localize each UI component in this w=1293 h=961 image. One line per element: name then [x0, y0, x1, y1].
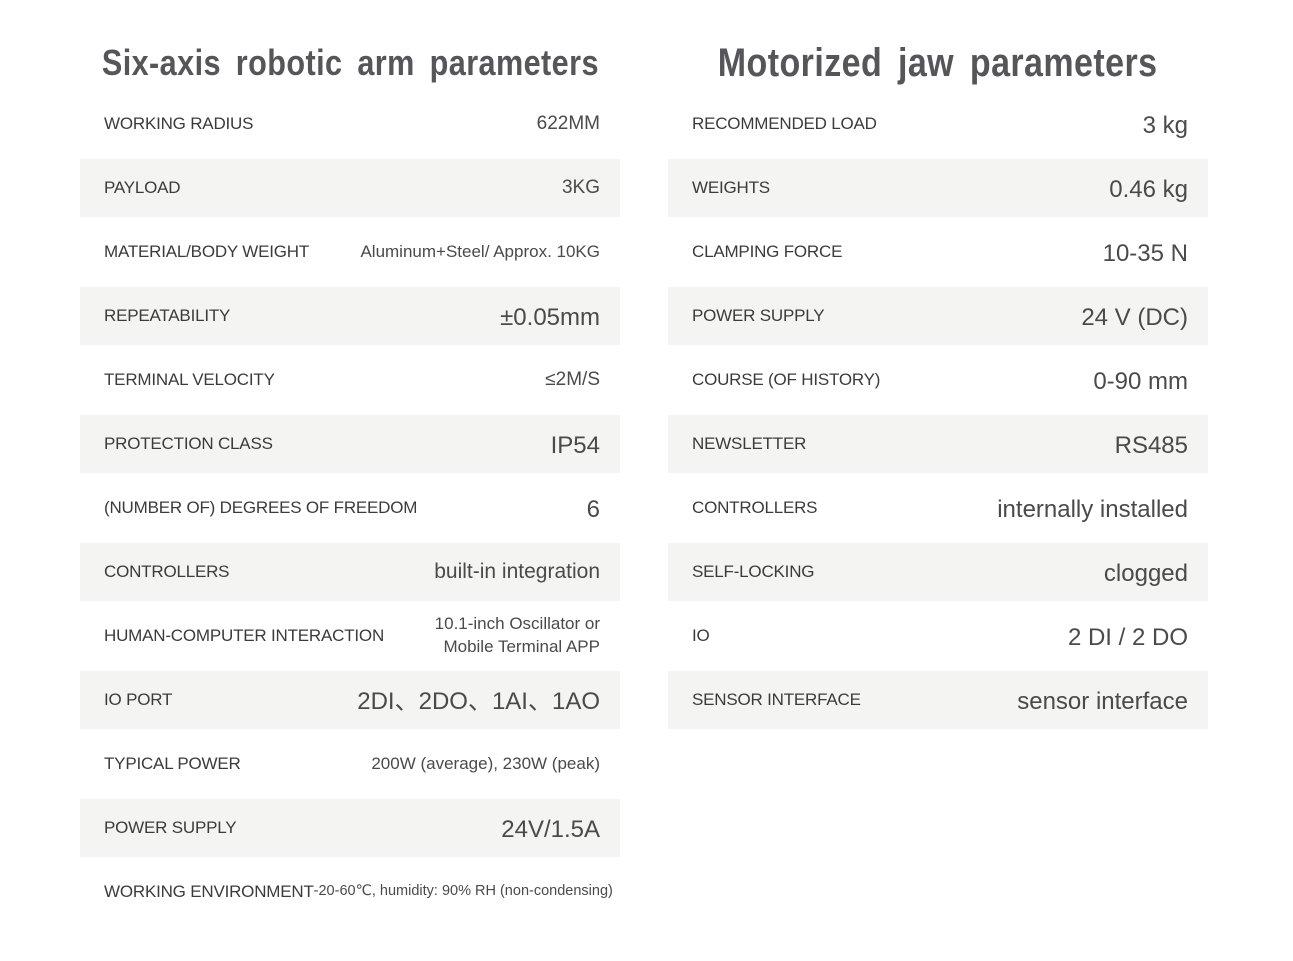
row-label: IO: [692, 626, 710, 645]
row-label: RECOMMENDED LOAD: [692, 114, 877, 133]
row-label: HUMAN-COMPUTER INTERACTION: [104, 626, 385, 645]
motorized-jaw-title-text: Motorized jaw parameters: [718, 40, 1158, 85]
table-row: WORKING RADIUS 622MM: [80, 92, 620, 156]
row-label: POWER SUPPLY: [104, 818, 237, 837]
row-value: 10.1-inch Oscillator or Mobile Terminal …: [434, 614, 600, 656]
spec-sheet: Six-axis robotic arm parameters WORKING …: [80, 0, 1208, 924]
table-row: POWER SUPPLY 24V/1.5A: [80, 796, 620, 860]
row-label: WORKING ENVIRONMENT: [104, 882, 314, 901]
row-value: internally installed: [997, 495, 1188, 523]
table-row: WORKING ENVIRONMENT -20-60℃, humidity: 9…: [80, 860, 620, 924]
row-label: COURSE (OF HISTORY): [692, 370, 881, 389]
row-value: ±0.05mm: [500, 303, 600, 331]
row-value: built-in integration: [434, 559, 600, 583]
row-value: RS485: [1114, 431, 1188, 459]
row-label: PAYLOAD: [104, 178, 181, 197]
table-row: COURSE (OF HISTORY) 0-90 mm: [668, 348, 1208, 412]
table-row: CONTROLLERS built-in integration: [80, 540, 620, 604]
row-value: IP54: [550, 431, 600, 459]
table-row: CLAMPING FORCE 10-35 N: [668, 220, 1208, 284]
table-row: TYPICAL POWER 200W (average), 230W (peak…: [80, 732, 620, 796]
motorized-jaw-spec-table: Motorized jaw parameters RECOMMENDED LOA…: [668, 0, 1208, 924]
row-value: 6: [586, 495, 600, 523]
row-value: 24V/1.5A: [501, 815, 600, 843]
table-row: CONTROLLERS internally installed: [668, 476, 1208, 540]
row-label: IO PORT: [104, 690, 173, 709]
table-row: SELF-LOCKING clogged: [668, 540, 1208, 604]
row-value: 0-90 mm: [1093, 367, 1188, 395]
row-label: TYPICAL POWER: [104, 754, 241, 773]
row-label: NEWSLETTER: [692, 434, 807, 453]
row-label: (NUMBER OF) DEGREES OF FREEDOM: [104, 498, 418, 517]
row-label: WORKING RADIUS: [104, 114, 254, 133]
row-value: -20-60℃, humidity: 90% RH (non-condensin…: [313, 883, 613, 900]
motorized-jaw-title: Motorized jaw parameters: [668, 34, 1208, 92]
table-row: REPEATABILITY ±0.05mm: [80, 284, 620, 348]
row-label: CONTROLLERS: [692, 498, 818, 517]
row-label: MATERIAL/BODY WEIGHT: [104, 242, 310, 261]
table-row: NEWSLETTER RS485: [668, 412, 1208, 476]
table-row: MATERIAL/BODY WEIGHT Aluminum+Steel/ App…: [80, 220, 620, 284]
row-label: SELF-LOCKING: [692, 562, 815, 581]
row-label: WEIGHTS: [692, 178, 770, 197]
row-value: 2 DI / 2 DO: [1067, 623, 1188, 651]
table-row: WEIGHTS 0.46 kg: [668, 156, 1208, 220]
robotic-arm-spec-table: Six-axis robotic arm parameters WORKING …: [80, 0, 620, 924]
row-label: POWER SUPPLY: [692, 306, 825, 325]
robotic-arm-rows: WORKING RADIUS 622MM PAYLOAD 3KG MATERIA…: [80, 92, 620, 924]
table-row: PROTECTION CLASS IP54: [80, 412, 620, 476]
table-row: IO 2 DI / 2 DO: [668, 604, 1208, 668]
row-label: CLAMPING FORCE: [692, 242, 843, 261]
row-value: 622MM: [536, 113, 600, 135]
table-row: HUMAN-COMPUTER INTERACTION 10.1-inch Osc…: [80, 604, 620, 668]
row-label: PROTECTION CLASS: [104, 434, 273, 453]
table-row: PAYLOAD 3KG: [80, 156, 620, 220]
row-label: SENSOR INTERFACE: [692, 690, 861, 709]
row-label: REPEATABILITY: [104, 306, 231, 325]
robotic-arm-title-text: Six-axis robotic arm parameters: [101, 42, 599, 83]
row-value: 200W (average), 230W (peak): [371, 753, 600, 773]
row-value: 10-35 N: [1102, 239, 1188, 267]
table-row: RECOMMENDED LOAD 3 kg: [668, 92, 1208, 156]
row-label: TERMINAL VELOCITY: [104, 370, 275, 389]
row-label: CONTROLLERS: [104, 562, 230, 581]
motorized-jaw-rows: RECOMMENDED LOAD 3 kg WEIGHTS 0.46 kg CL…: [668, 92, 1208, 732]
table-row: POWER SUPPLY 24 V (DC): [668, 284, 1208, 348]
table-row: (NUMBER OF) DEGREES OF FREEDOM 6: [80, 476, 620, 540]
table-row: IO PORT 2DI、2DO、1AI、1AO: [80, 668, 620, 732]
row-value: 0.46 kg: [1109, 175, 1188, 203]
row-value: 2DI、2DO、1AI、1AO: [357, 687, 600, 715]
row-value: sensor interface: [1017, 687, 1188, 715]
row-value: ≤2M/S: [545, 369, 600, 391]
row-value: 3 kg: [1142, 111, 1188, 139]
row-value: Aluminum+Steel/ Approx. 10KG: [360, 241, 600, 261]
table-row: SENSOR INTERFACE sensor interface: [668, 668, 1208, 732]
robotic-arm-title: Six-axis robotic arm parameters: [80, 34, 620, 92]
row-value: clogged: [1103, 559, 1188, 587]
row-value: 24 V (DC): [1081, 303, 1188, 331]
row-value: 3KG: [561, 177, 600, 199]
table-row: TERMINAL VELOCITY ≤2M/S: [80, 348, 620, 412]
